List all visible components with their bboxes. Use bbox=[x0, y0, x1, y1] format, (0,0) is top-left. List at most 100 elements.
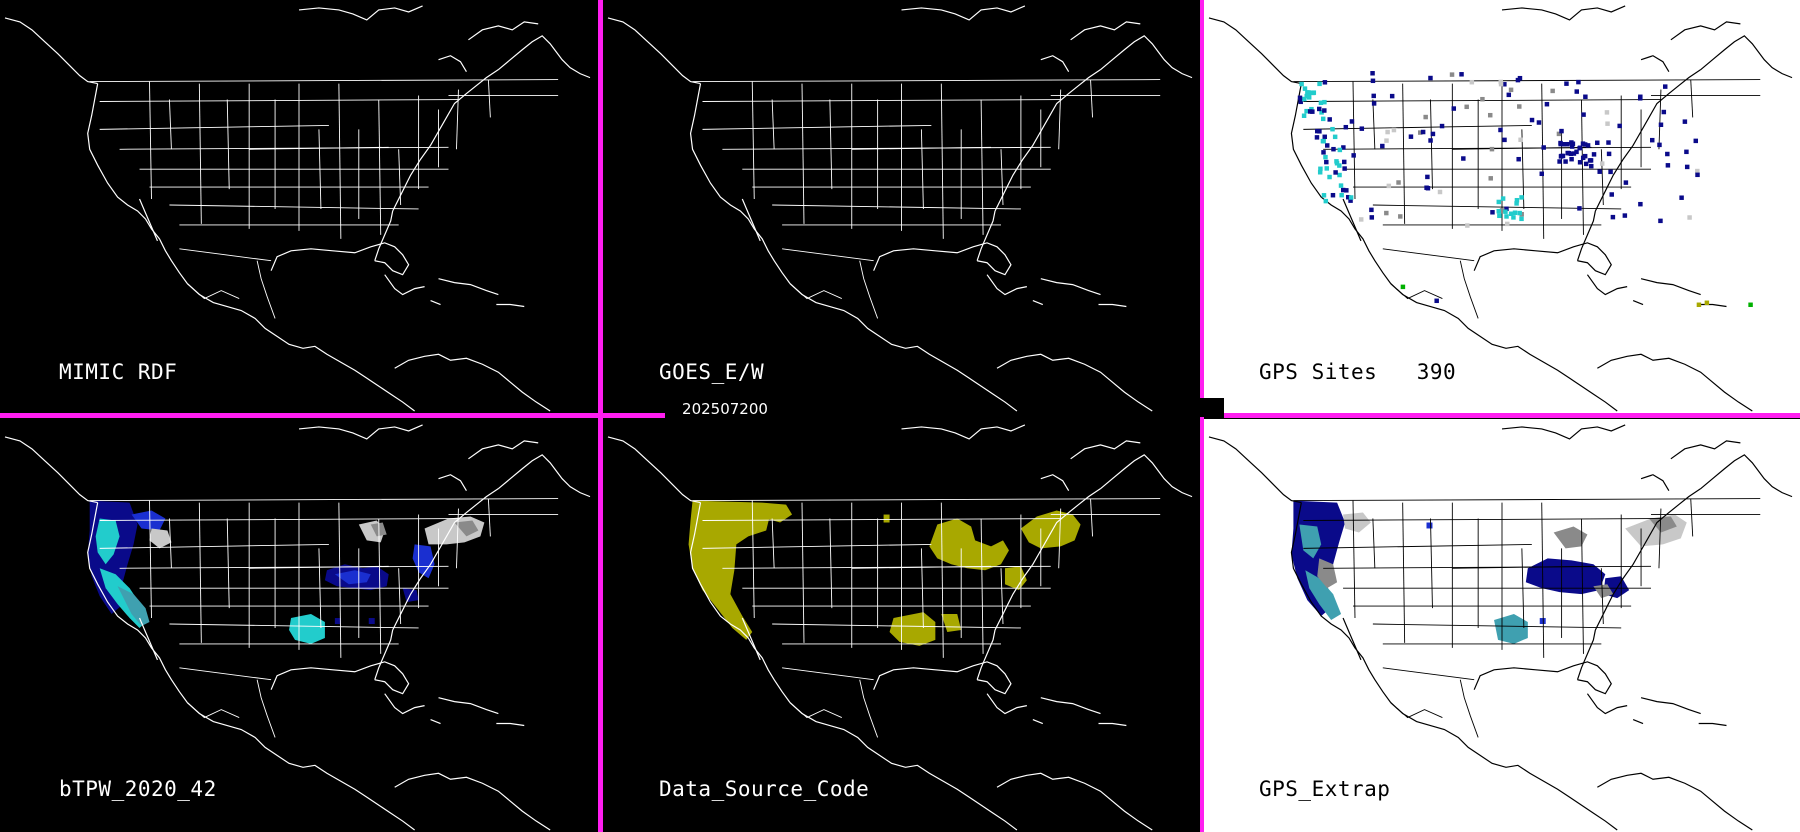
gps-site-marker bbox=[1504, 206, 1509, 212]
gps-site-marker bbox=[1580, 141, 1586, 146]
state-border bbox=[169, 204, 419, 210]
gps-site-marker bbox=[1338, 183, 1344, 188]
gps-site-marker bbox=[1348, 198, 1353, 203]
state-border bbox=[1600, 568, 1604, 625]
gps-site-marker bbox=[1658, 122, 1664, 128]
gps-site-marker bbox=[1439, 123, 1445, 129]
coastline bbox=[374, 210, 394, 261]
gps-site-marker bbox=[1498, 79, 1503, 85]
state-border bbox=[198, 83, 202, 224]
gps-site-marker bbox=[1310, 109, 1315, 114]
coastline bbox=[270, 661, 410, 695]
coastline bbox=[1208, 17, 1302, 85]
panel-data-source-code: Data_Source_Code bbox=[603, 419, 1200, 832]
map-mimic-rdf bbox=[0, 0, 598, 413]
coastline bbox=[394, 353, 551, 412]
gps-site-marker bbox=[1310, 90, 1316, 96]
coastline bbox=[394, 772, 551, 831]
state-border bbox=[1323, 565, 1652, 569]
coastline bbox=[1100, 454, 1193, 498]
gps-site-marker bbox=[1304, 108, 1309, 114]
state-border bbox=[119, 146, 449, 150]
map-data-source-code bbox=[603, 419, 1200, 832]
coastline bbox=[298, 5, 423, 21]
state-border bbox=[249, 146, 389, 150]
gps-site-marker bbox=[1518, 137, 1523, 143]
coastline bbox=[741, 198, 761, 242]
coastline bbox=[4, 17, 98, 85]
state-border bbox=[801, 502, 805, 643]
gps-site-marker bbox=[1704, 300, 1710, 306]
state-border bbox=[851, 146, 992, 150]
gps-site-marker bbox=[1519, 216, 1524, 222]
state-border bbox=[1058, 89, 1062, 150]
gps-site-marker bbox=[1386, 183, 1392, 189]
gps-site-marker bbox=[1504, 214, 1509, 219]
gps-site-marker bbox=[1306, 95, 1312, 100]
coastline bbox=[438, 278, 499, 296]
gps-site-marker bbox=[1334, 159, 1339, 164]
coastline bbox=[1473, 242, 1612, 276]
coastline bbox=[1700, 454, 1793, 498]
gps-site-marker bbox=[1558, 140, 1563, 146]
coastline bbox=[741, 617, 761, 661]
gps-site-marker bbox=[1665, 151, 1670, 157]
coastline bbox=[1290, 502, 1392, 703]
coastline bbox=[689, 83, 791, 284]
state-border bbox=[1372, 99, 1376, 150]
mexico-border bbox=[256, 260, 276, 319]
coastline bbox=[298, 424, 423, 440]
state-border bbox=[338, 502, 342, 658]
mexico-border bbox=[789, 702, 842, 719]
mexico-border bbox=[256, 679, 276, 738]
state-border bbox=[1372, 623, 1622, 629]
state-border bbox=[179, 667, 272, 681]
state-border bbox=[1690, 498, 1694, 537]
moisture-area bbox=[289, 614, 325, 644]
coastline bbox=[1700, 35, 1793, 79]
map-gps-sites bbox=[1204, 0, 1800, 413]
gps-site-marker bbox=[1519, 195, 1524, 200]
gps-site-marker bbox=[1496, 199, 1502, 205]
gps-site-marker bbox=[1748, 302, 1753, 308]
gps-site-marker bbox=[1323, 154, 1328, 160]
panel-label-gps-sites: GPS Sites 390 bbox=[1259, 360, 1457, 384]
coastline bbox=[384, 274, 425, 296]
coastline bbox=[1390, 702, 1618, 831]
gps-site-marker bbox=[1301, 113, 1307, 118]
gps-site-marker bbox=[1398, 214, 1403, 219]
state-border bbox=[851, 565, 992, 569]
gps-site-marker bbox=[1516, 156, 1521, 162]
panel-btpw: bTPW_2020_42 bbox=[0, 419, 598, 832]
coastline bbox=[1640, 278, 1701, 296]
gps-site-marker bbox=[1428, 138, 1433, 143]
state-border bbox=[1323, 146, 1652, 150]
coastline bbox=[1501, 5, 1626, 21]
data-source-area bbox=[1020, 510, 1081, 549]
gps-site-marker bbox=[1539, 171, 1544, 177]
gps-site-marker bbox=[1317, 106, 1322, 112]
state-border bbox=[702, 124, 932, 130]
gps-site-marker bbox=[1569, 144, 1575, 149]
gps-site-marker bbox=[1508, 211, 1514, 216]
gps-site-marker bbox=[1606, 140, 1611, 145]
gps-site-marker bbox=[1580, 155, 1586, 161]
gps-site-marker bbox=[1514, 197, 1520, 203]
coastline bbox=[901, 424, 1026, 440]
gps-site-marker bbox=[1342, 159, 1347, 165]
state-border bbox=[456, 89, 459, 150]
gps-site-marker bbox=[1430, 131, 1436, 137]
state-border bbox=[1090, 498, 1093, 537]
data-source-area bbox=[762, 502, 793, 523]
coastline bbox=[1597, 353, 1753, 412]
gps-site-marker bbox=[1327, 117, 1332, 122]
coastline bbox=[1290, 83, 1392, 284]
gps-site-marker bbox=[1617, 123, 1622, 129]
gps-site-marker bbox=[1517, 210, 1522, 216]
mexico-border bbox=[789, 283, 842, 300]
state-border bbox=[1600, 149, 1604, 206]
gps-site-marker bbox=[1595, 140, 1600, 146]
state-border bbox=[149, 500, 152, 619]
state-border bbox=[940, 502, 944, 658]
gps-site-marker bbox=[1558, 154, 1564, 159]
